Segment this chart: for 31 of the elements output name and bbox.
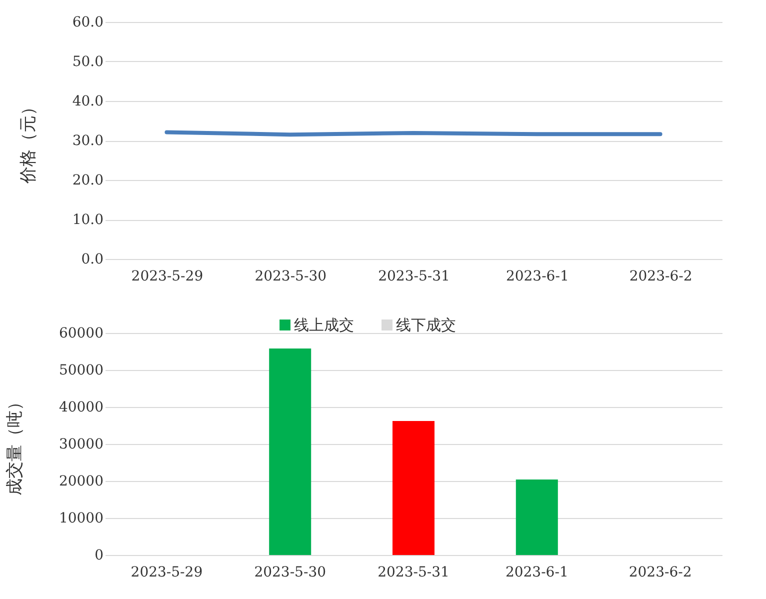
- x-tick-label: 2023-5-31: [378, 564, 450, 580]
- y-tick-label: 20000: [58, 474, 104, 490]
- bar: [392, 421, 434, 555]
- y-tick-label: 10.0: [72, 212, 104, 228]
- y-axis-title: 成交量（吨）: [4, 394, 25, 496]
- x-tick-label: 2023-5-29: [130, 564, 203, 580]
- y-tick-label: 50.0: [72, 54, 104, 70]
- legend-label: 线下成交: [396, 316, 456, 334]
- x-tick-label: 2023-6-2: [629, 268, 692, 284]
- y-axis-title: 价格（元）: [18, 98, 38, 184]
- y-tick-label: 40000: [58, 400, 104, 416]
- legend-label: 线上成交: [294, 316, 354, 334]
- x-tick-label: 2023-5-30: [254, 564, 326, 580]
- x-tick-label: 2023-5-30: [254, 268, 327, 284]
- x-tick-label: 2023-5-31: [378, 268, 450, 284]
- y-tick-label: 30000: [58, 436, 104, 452]
- bar: [516, 480, 558, 555]
- y-tick-label: 0.0: [81, 252, 104, 268]
- x-tick-label: 2023-6-2: [628, 564, 692, 580]
- x-tick-label: 2023-5-29: [131, 268, 204, 284]
- y-tick-label: 60000: [58, 326, 104, 342]
- y-tick-label: 40.0: [72, 94, 104, 110]
- y-tick-label: 30.0: [72, 133, 104, 149]
- x-tick-label: 2023-6-1: [505, 564, 568, 580]
- x-tick-label: 2023-6-1: [506, 268, 569, 284]
- bar: [269, 348, 312, 555]
- y-tick-label: 0: [94, 548, 104, 564]
- y-tick-label: 50000: [58, 362, 104, 378]
- y-tick-label: 10000: [58, 510, 104, 526]
- y-tick-label: 20.0: [72, 172, 104, 188]
- y-tick-label: 60.0: [72, 14, 104, 30]
